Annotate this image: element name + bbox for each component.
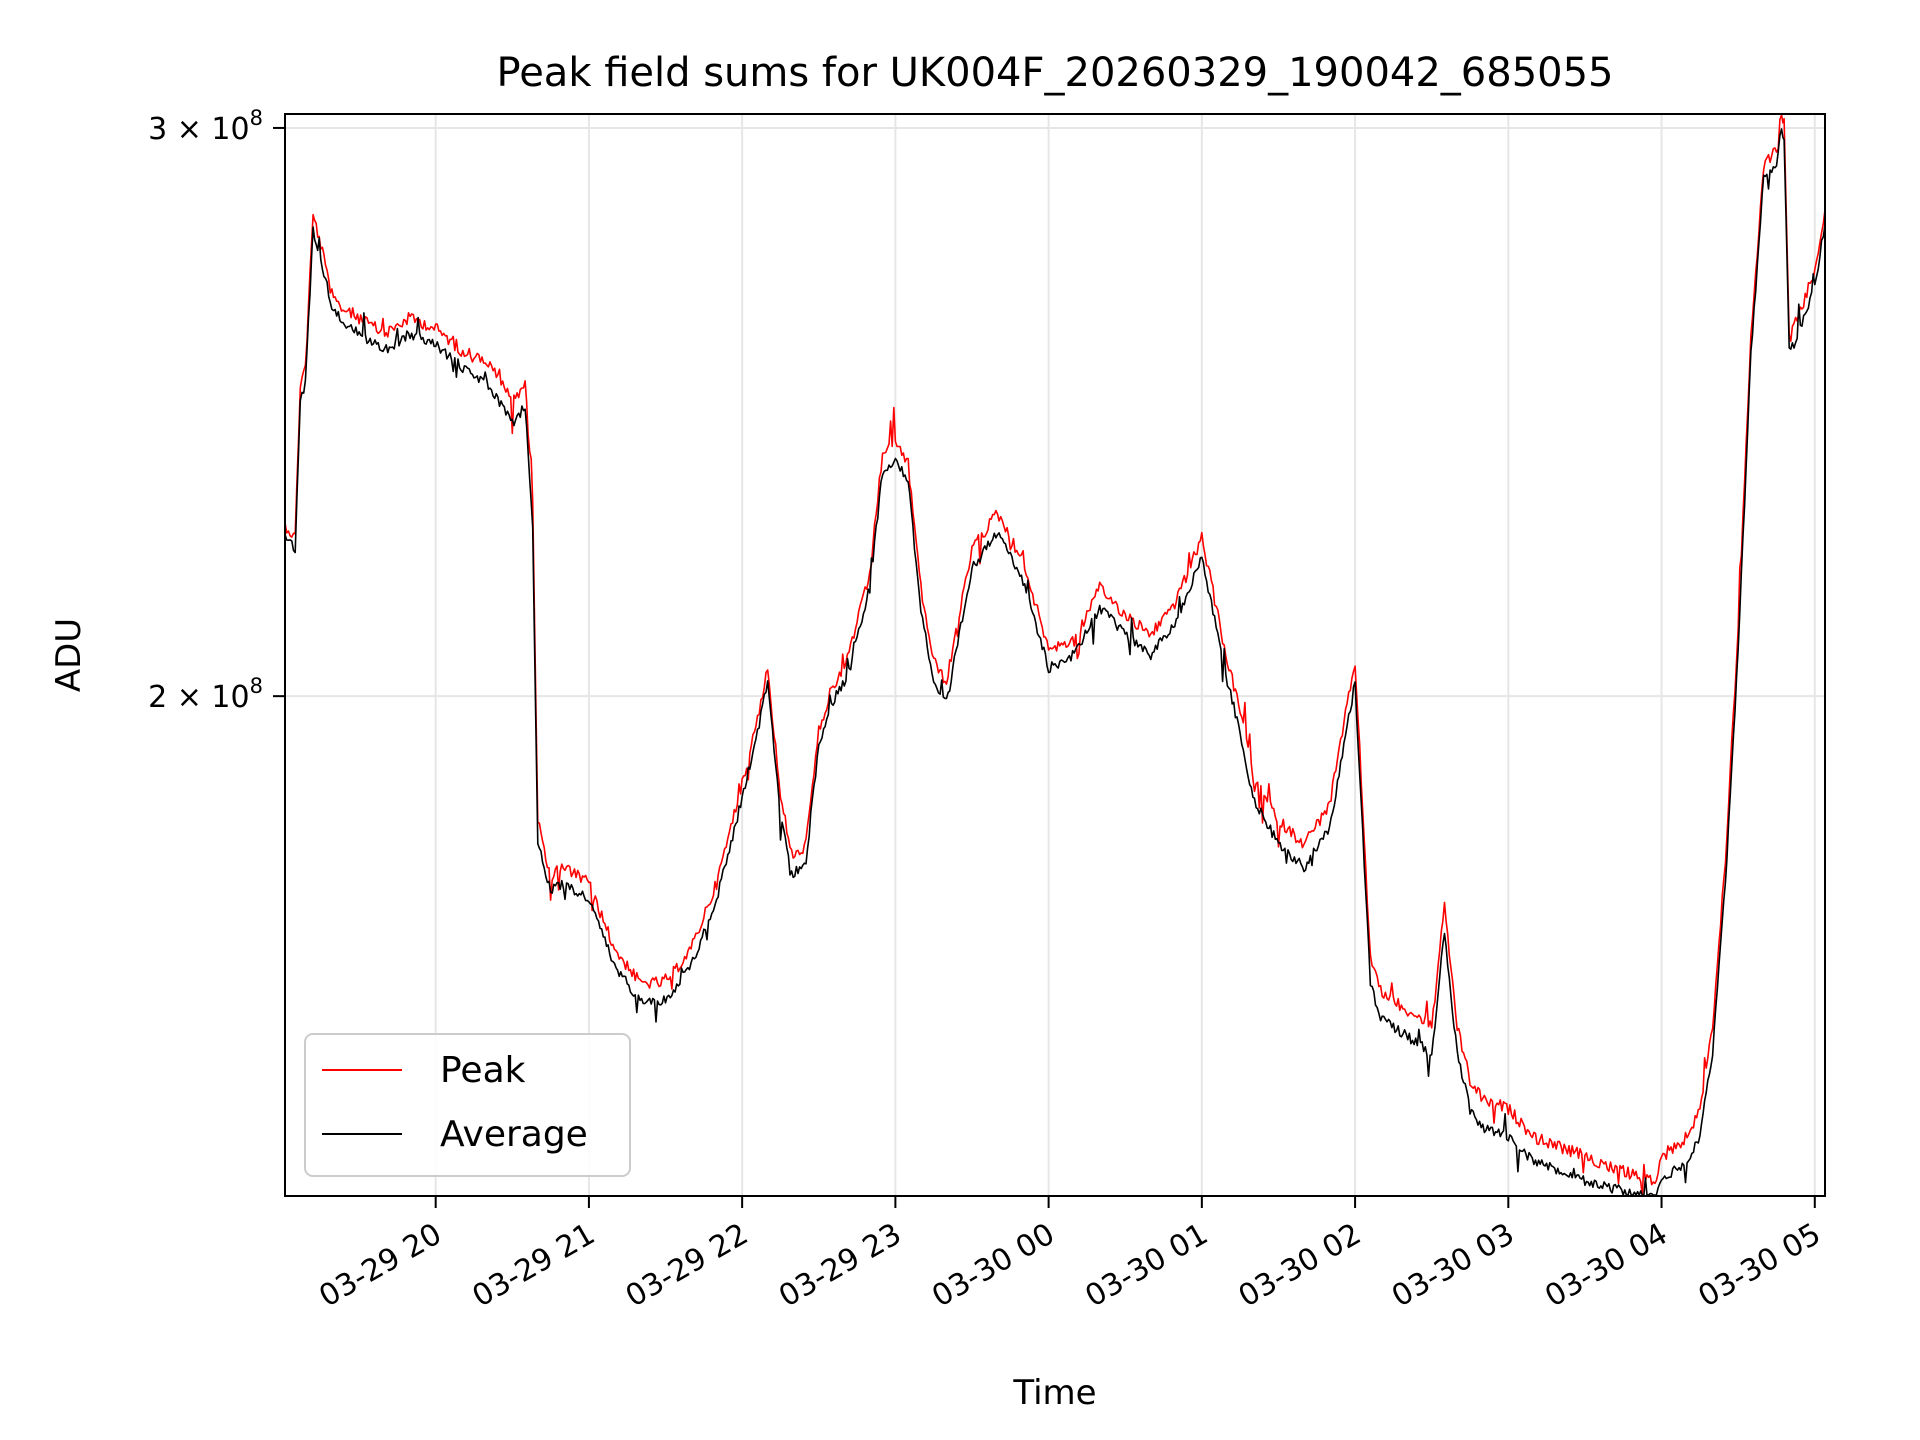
grid — [285, 114, 1825, 1196]
y-axis: 3 × 108 2 × 108 — [148, 106, 285, 715]
legend-label-average: Average — [440, 1114, 588, 1155]
legend: Peak Average — [304, 1033, 631, 1177]
chart-title: Peak field sums for UK004F_20260329_1900… — [497, 50, 1614, 96]
legend-label-peak: Peak — [440, 1050, 526, 1091]
plot-frame — [284, 113, 1826, 1197]
series-line-peak — [284, 114, 1826, 1196]
y-axis-label: ADU — [49, 618, 89, 692]
y-tick-label: 3 × 108 — [148, 106, 263, 147]
series-line-average — [284, 128, 1826, 1196]
x-axis-label: Time — [1012, 1373, 1096, 1413]
series-layer — [284, 114, 1826, 1196]
y-tick-label: 2 × 108 — [148, 674, 263, 715]
